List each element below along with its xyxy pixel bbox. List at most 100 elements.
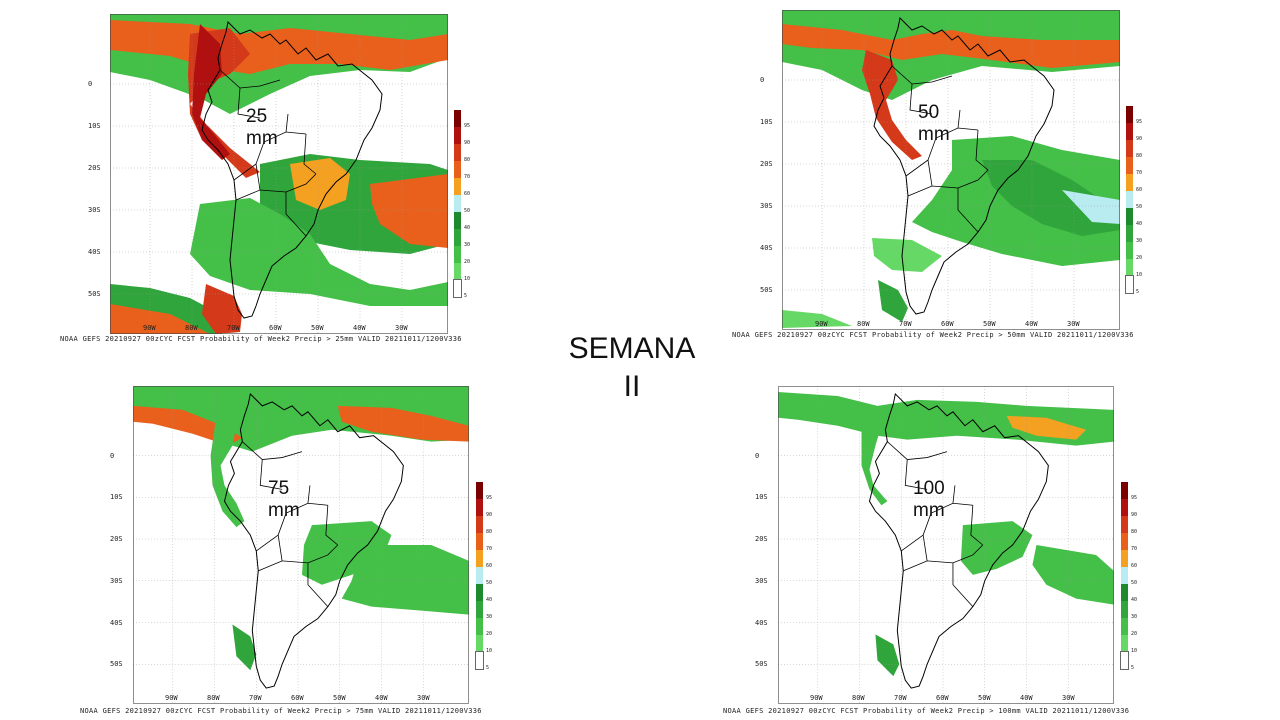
precip-shading <box>878 280 908 322</box>
latitude-label: 10S <box>110 493 123 502</box>
longitude-label: 90W <box>815 320 828 328</box>
longitude-label: 70W <box>227 324 240 332</box>
colorbar-swatch <box>1121 533 1128 550</box>
latitude-label: 30S <box>88 206 101 214</box>
precip-shading <box>875 634 900 677</box>
precip-shading <box>337 405 469 442</box>
colorbar-swatch <box>1121 601 1128 618</box>
colorbar-label: 10 <box>486 648 493 654</box>
latitude-label: 0 <box>110 451 115 460</box>
latitude-label: 30S <box>755 576 768 585</box>
country-borders <box>891 65 989 233</box>
latitude-label: 10S <box>88 122 101 130</box>
colorbar-swatch <box>1126 259 1133 276</box>
latitude-label: 0 <box>760 76 765 84</box>
latitude-label: 20S <box>755 535 768 544</box>
colorbar-swatch <box>454 263 461 280</box>
latitude-label: 10S <box>755 493 768 502</box>
precip-shading <box>232 624 257 671</box>
colorbar-label: 70 <box>1131 546 1138 552</box>
map-frame <box>782 10 1120 330</box>
colorbar-label: 60 <box>464 191 471 197</box>
longitude-label: 90W <box>810 694 823 702</box>
colorbar-label: 30 <box>1131 614 1138 620</box>
colorbar-swatch <box>476 584 483 601</box>
map-area <box>782 10 1120 330</box>
colorbar-swatch <box>1121 567 1128 584</box>
colorbar-label: 80 <box>1136 153 1143 159</box>
latitude-label: 50S <box>110 660 123 669</box>
title-line-2: II <box>623 370 641 403</box>
colorbar-label: 60 <box>1131 563 1138 569</box>
colorbar-swatch <box>476 635 483 652</box>
latitude-label: 40S <box>88 248 101 256</box>
latitude-label: 30S <box>760 202 773 210</box>
precip-probability-map <box>782 10 1120 330</box>
longitude-label: 50W <box>978 694 991 702</box>
colorbar-label: 95 <box>1131 495 1138 501</box>
latitude-label: 20S <box>760 160 773 168</box>
colorbar-label: 5 <box>464 293 468 299</box>
longitude-label: 30W <box>395 324 408 332</box>
colorbar-swatch <box>1121 516 1128 533</box>
precip-shading <box>370 174 448 248</box>
longitude-label: 80W <box>185 324 198 332</box>
colorbar-swatch <box>476 601 483 618</box>
colorbar-swatch <box>454 178 461 195</box>
precip-shading <box>190 198 448 306</box>
longitude-label: 40W <box>375 694 388 702</box>
colorbar-label: 20 <box>1136 255 1143 261</box>
longitude-label: 90W <box>165 694 178 702</box>
precip-shading <box>290 158 350 210</box>
colorbar-swatch <box>476 618 483 635</box>
latitude-label: 50S <box>755 660 768 669</box>
precip-probability-map <box>110 14 448 334</box>
longitude-label: 70W <box>249 694 262 702</box>
colorbar-label: 95 <box>1136 119 1143 125</box>
colorbar <box>475 482 484 670</box>
colorbar-swatch <box>454 127 461 144</box>
colorbar <box>453 110 462 298</box>
latitude-label: 40S <box>760 244 773 252</box>
colorbar-label: 50 <box>1131 580 1138 586</box>
colorbar <box>1120 482 1129 670</box>
country-borders <box>887 441 984 607</box>
colorbar-label: 95 <box>486 495 493 501</box>
title-line-1: SEMANA <box>568 332 696 365</box>
colorbar-label: 40 <box>464 225 471 231</box>
colorbar-swatch <box>476 482 483 499</box>
longitude-label: 80W <box>207 694 220 702</box>
latitude-label: 20S <box>110 535 123 544</box>
colorbar-label: 80 <box>486 529 493 535</box>
threshold-label: 25 mm <box>246 106 278 149</box>
precip-shading <box>782 310 852 328</box>
latitude-label: 10S <box>760 118 773 126</box>
colorbar-label: 5 <box>1136 289 1140 295</box>
colorbar-swatch <box>454 161 461 178</box>
colorbar-swatch <box>476 550 483 567</box>
latitude-label: 40S <box>110 618 123 627</box>
colorbar-swatch <box>453 279 462 298</box>
precip-shading <box>1006 415 1087 440</box>
colorbar-swatch <box>1126 242 1133 259</box>
colorbar-swatch <box>1126 225 1133 242</box>
map-area <box>110 14 448 334</box>
colorbar-label: 20 <box>464 259 471 265</box>
colorbar-label: 50 <box>464 208 471 214</box>
colorbar-label: 90 <box>1131 512 1138 518</box>
precip-shading <box>862 50 922 160</box>
colorbar-swatch <box>1126 174 1133 191</box>
colorbar-label: 10 <box>1131 648 1138 654</box>
colorbar-swatch <box>1121 499 1128 516</box>
threshold-label: 75 mm <box>268 478 300 521</box>
colorbar-swatch <box>454 144 461 161</box>
longitude-label: 30W <box>1067 320 1080 328</box>
longitude-label: 80W <box>857 320 870 328</box>
colorbar-label: 70 <box>464 174 471 180</box>
colorbar-label: 5 <box>1131 665 1135 671</box>
precip-shading <box>782 24 1120 68</box>
map-caption: NOAA GEFS 20210927 00zCYC FCST Probabili… <box>723 707 1130 715</box>
colorbar-label: 80 <box>1131 529 1138 535</box>
colorbar-label: 30 <box>486 614 493 620</box>
colorbar-label: 5 <box>486 665 490 671</box>
